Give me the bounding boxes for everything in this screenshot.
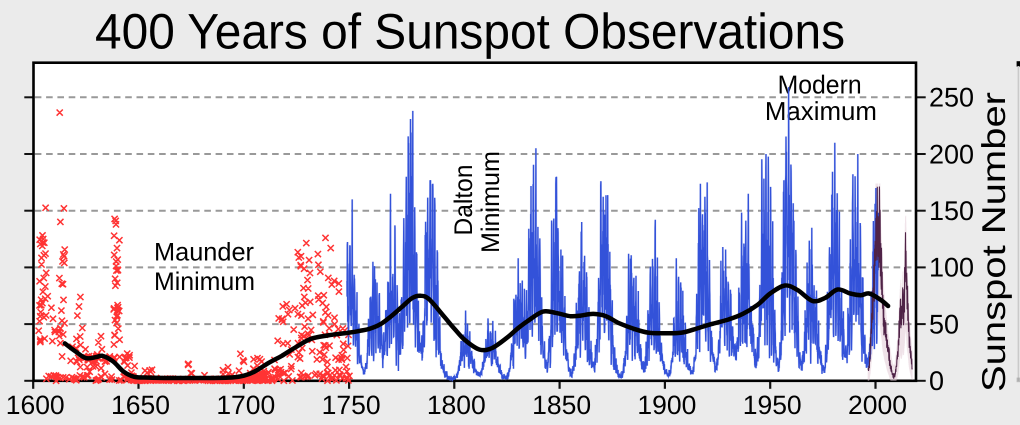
svg-text:100: 100: [929, 253, 974, 283]
svg-text:1800: 1800: [427, 390, 486, 420]
svg-text:1600: 1600: [6, 390, 65, 420]
svg-text:Maunder: Maunder: [154, 239, 254, 267]
svg-text:1950: 1950: [743, 390, 802, 420]
svg-text:Sunspot Number: Sunspot Number: [975, 92, 1012, 392]
svg-text:Maximum: Maximum: [765, 96, 877, 126]
svg-text:250: 250: [929, 83, 974, 113]
svg-text:2000: 2000: [848, 390, 907, 420]
svg-text:150: 150: [929, 196, 974, 226]
svg-text:0: 0: [929, 366, 944, 396]
svg-text:Dalton: Dalton: [450, 165, 478, 236]
svg-text:Modern: Modern: [778, 69, 862, 99]
svg-text:1900: 1900: [637, 390, 696, 420]
svg-text:50: 50: [929, 309, 959, 339]
svg-text:200: 200: [929, 139, 974, 169]
svg-text:Minimum: Minimum: [477, 151, 505, 253]
svg-text:1850: 1850: [532, 390, 591, 420]
svg-text:400 Years of Sunspot Observati: 400 Years of Sunspot Observations: [95, 4, 845, 60]
svg-text:1700: 1700: [216, 390, 275, 420]
svg-text:1650: 1650: [111, 390, 170, 420]
svg-text:Minimum: Minimum: [154, 268, 255, 296]
svg-text:1750: 1750: [322, 390, 381, 420]
